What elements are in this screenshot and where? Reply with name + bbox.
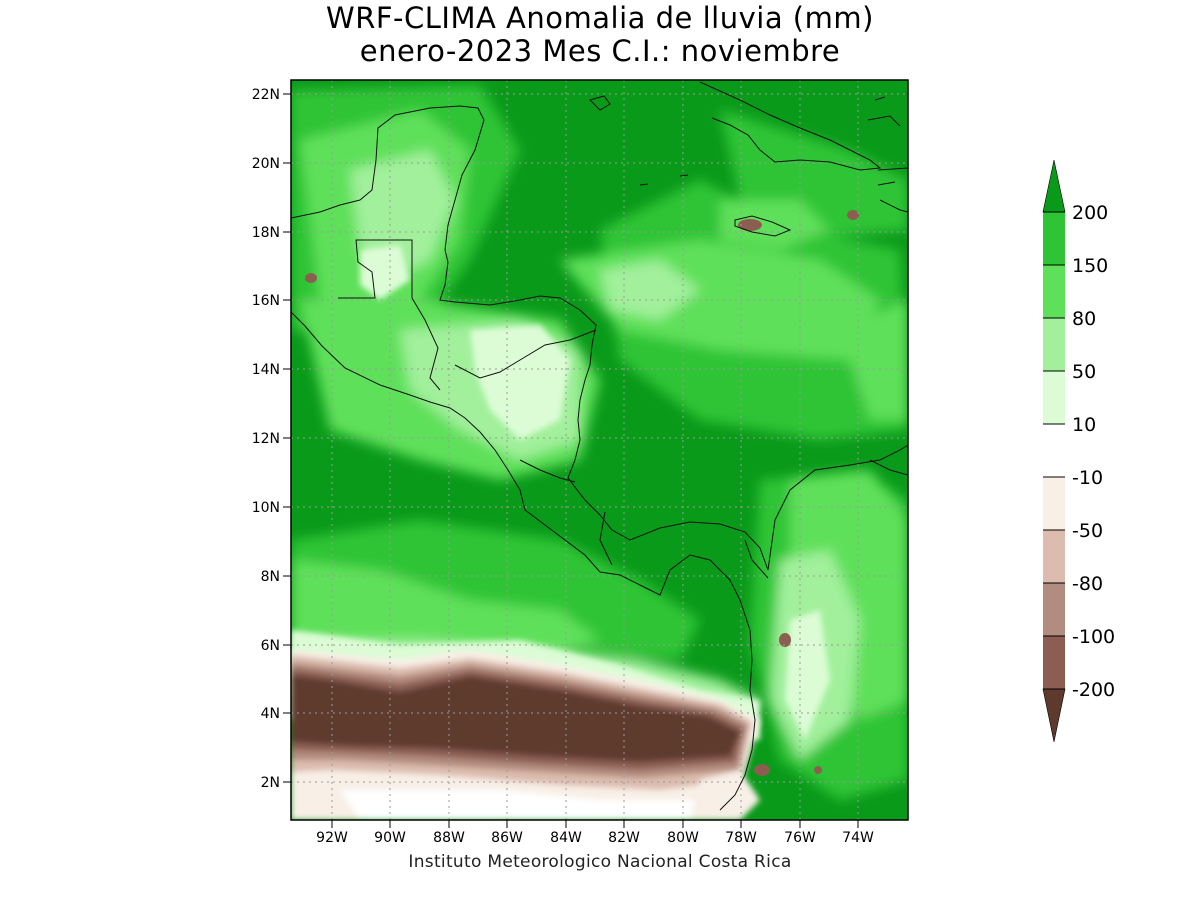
colorbar-m80-m50 [1043, 530, 1065, 583]
colorbar-label: 10 [1072, 414, 1096, 436]
colorbar-label: -10 [1072, 467, 1103, 489]
lat-labels: 22N 20N 18N 16N 14N 12N 10N 8N 6N 4N 2N [252, 87, 280, 791]
credit-text: Instituto Meteorologico Nacional Costa R… [408, 852, 792, 872]
zone-50-caribbean [600, 260, 700, 320]
spot-haiti [847, 210, 859, 220]
colorbar-m50-m10 [1043, 477, 1065, 530]
lat-tick-label: 10N [252, 500, 280, 516]
lat-tick-label: 18N [252, 225, 280, 241]
colorbar-m100-m80 [1043, 583, 1065, 636]
coast-yucatan [291, 105, 485, 263]
lat-tick-label: 20N [252, 156, 280, 172]
coast-hispaniola [877, 167, 908, 213]
colorbar-label: -80 [1072, 573, 1103, 595]
spot-colombia-a [779, 633, 791, 647]
map-subtitle: enero-2023 Mes C.I.: noviembre [359, 34, 841, 68]
coastlines [291, 81, 908, 811]
lat-tick-label: 16N [252, 293, 280, 309]
lon-labels: 92W 90W 88W 86W 84W 82W 80W 78W 76W 74W [316, 830, 874, 846]
map-title: WRF-CLIMA Anomalia de lluvia (mm) [326, 1, 874, 35]
colorbar-label: 80 [1072, 308, 1096, 330]
spot-jamaica [738, 219, 762, 231]
axis-ticks [283, 93, 859, 828]
map-frame [290, 79, 909, 821]
coast-costa-rica-panama [567, 459, 769, 571]
border-honduras-nicaragua [454, 329, 597, 379]
colorbar-under-arrow [1042, 688, 1066, 743]
lat-tick-label: 2N [261, 775, 280, 791]
border-panama-colombia [744, 539, 769, 579]
border-costa-rica-panama [599, 511, 613, 566]
coast-bahamas [867, 96, 901, 127]
lat-tick-label: 8N [261, 569, 280, 585]
coast-cayman [639, 174, 689, 186]
zone-50-yucatan [350, 150, 455, 280]
lon-tick-label: 88W [433, 830, 465, 846]
colorbar-m10-10 [1043, 424, 1065, 477]
lon-tick-label: 92W [316, 830, 348, 846]
colorbar-10-50 [1043, 371, 1065, 424]
grid-lines [291, 80, 908, 820]
zone-10-honduras [470, 325, 570, 440]
lat-tick-label: 22N [252, 87, 280, 103]
zone-minus10-sw [291, 780, 360, 820]
lat-tick-label: 12N [252, 431, 280, 447]
map-field [291, 80, 908, 820]
colorbar-label: 200 [1072, 202, 1108, 224]
zone-80-jamaica [720, 200, 830, 250]
coast-colombia-north [767, 444, 908, 571]
lon-tick-label: 78W [725, 830, 757, 846]
coast-pacific-central [291, 311, 756, 811]
lon-tick-label: 76W [784, 830, 816, 846]
colorbar-50-80 [1043, 318, 1065, 371]
colorbar-label: -200 [1072, 679, 1115, 701]
colorbar-label: 50 [1072, 361, 1096, 383]
zone-80-se-corner [840, 300, 908, 420]
coast-jamaica [734, 215, 792, 237]
lat-tick-label: 14N [252, 362, 280, 378]
coast-belize-honduras [439, 261, 597, 461]
colorbar-80-150 [1043, 265, 1065, 318]
spot-mexico [305, 273, 317, 283]
lon-tick-label: 90W [374, 830, 406, 846]
border-mexico-guatemala [338, 239, 413, 299]
zone-minus200 [291, 675, 740, 762]
colorbar-label: 150 [1072, 255, 1108, 277]
zone-10-guatemala [360, 245, 410, 300]
colorbar-over-arrow [1042, 159, 1066, 213]
colorbar-label: -100 [1072, 626, 1115, 648]
coast-isla-pinos [589, 95, 611, 111]
lon-tick-label: 80W [667, 830, 699, 846]
lat-tick-label: 6N [261, 638, 280, 654]
lon-tick-label: 86W [491, 830, 523, 846]
lon-tick-label: 74W [842, 830, 874, 846]
lon-tick-label: 82W [608, 830, 640, 846]
colorbar: 200 150 80 50 10 -10 -50 -80 -100 -200 [1042, 159, 1115, 743]
coast-venezuela [869, 459, 908, 476]
colorbar-m200-m100 [1043, 636, 1065, 689]
coast-cuba [699, 81, 882, 171]
border-nicaragua-costa-rica [519, 459, 576, 483]
colorbar-label: -50 [1072, 520, 1103, 542]
border-guatemala-honduras [411, 297, 441, 391]
zone-10-colombia [785, 610, 830, 740]
spot-colombia-b [754, 764, 770, 776]
lat-tick-label: 4N [261, 706, 280, 722]
zone-80-pacific-south [291, 560, 600, 660]
spot-colombia-c [814, 766, 822, 774]
lon-tick-label: 84W [550, 830, 582, 846]
colorbar-150-200 [1043, 212, 1065, 265]
